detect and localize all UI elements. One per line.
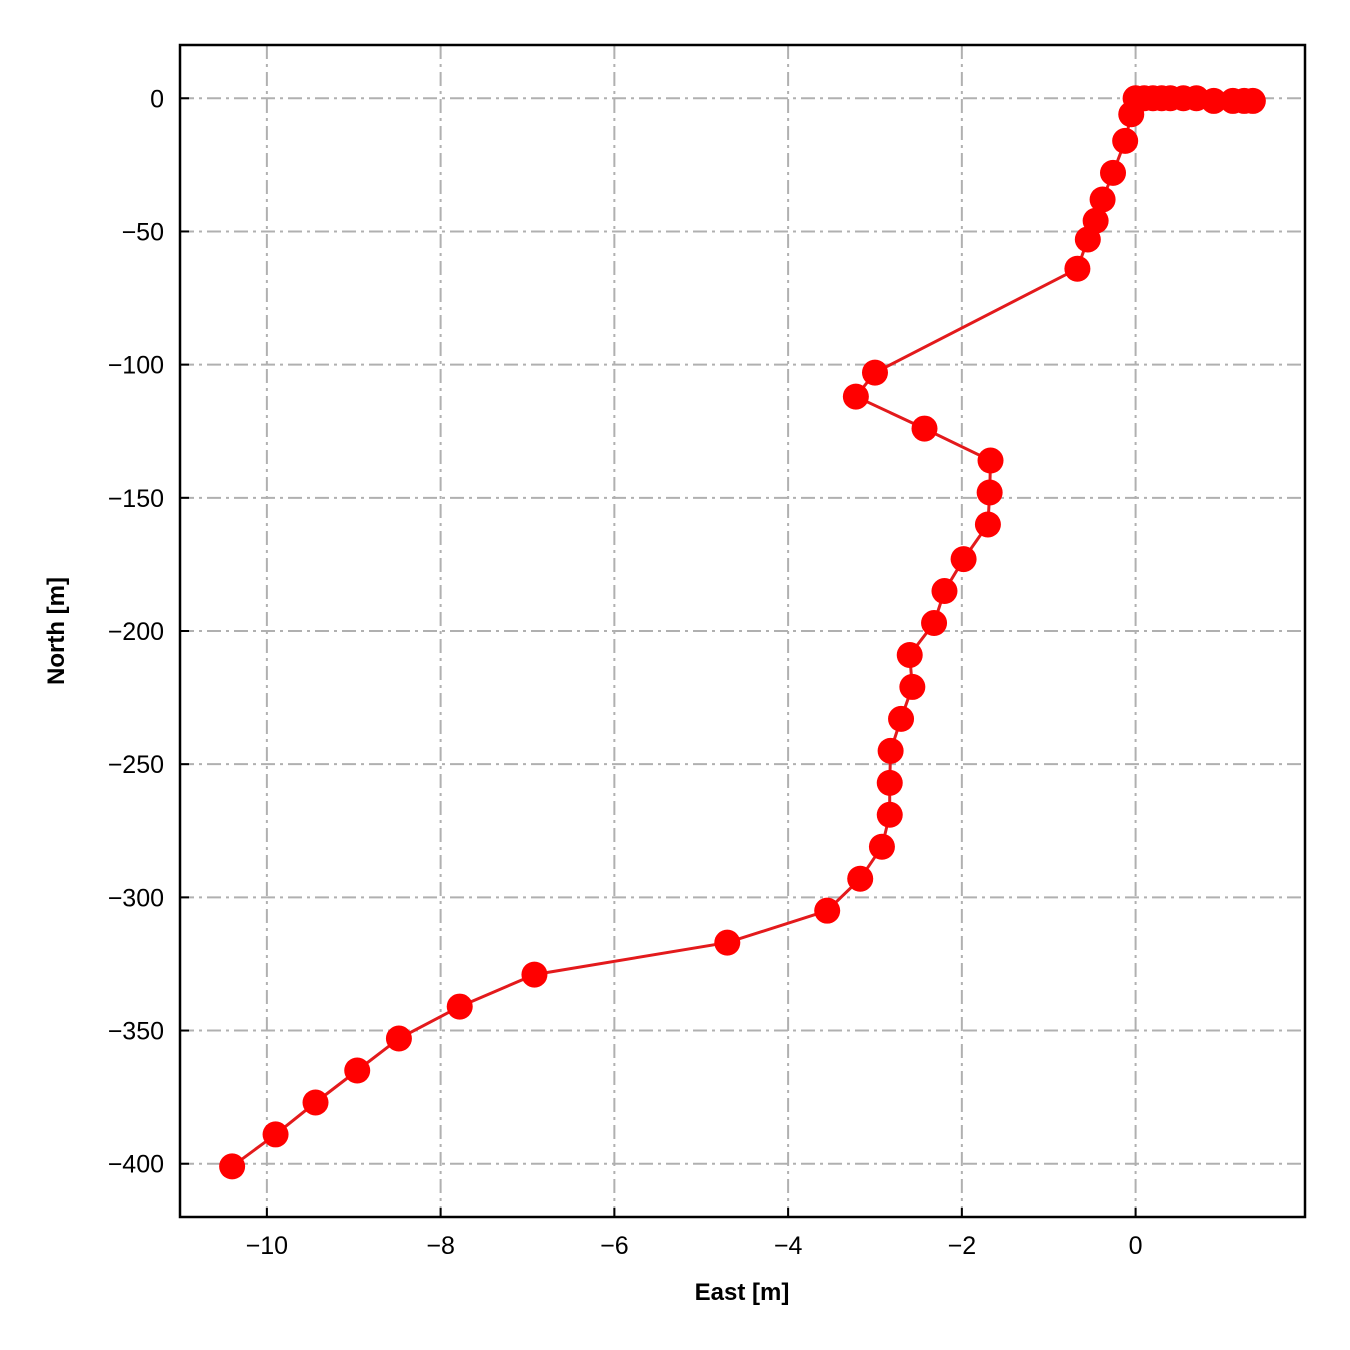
data-point (896, 641, 923, 668)
data-point (1100, 159, 1127, 186)
data-point (1112, 127, 1139, 154)
data-point (385, 1025, 412, 1052)
data-point (877, 737, 904, 764)
data-point (861, 359, 888, 386)
data-point (302, 1089, 329, 1116)
x-tick-label: −4 (774, 1232, 803, 1260)
y-axis-label: North [m] (43, 577, 70, 685)
data-point (899, 673, 926, 700)
ticks: −10 −8 −6 −4 −2 00−50−100−150−200−250−300−350… (108, 85, 1143, 1260)
y-tick-label: −150 (108, 485, 164, 513)
y-tick-label: 0 (150, 85, 164, 113)
data-point (931, 578, 958, 605)
y-tick-label: −50 (122, 218, 164, 246)
y-tick-label: −400 (108, 1151, 164, 1179)
x-tick-label: 0 (1129, 1232, 1143, 1260)
data-point (219, 1153, 246, 1180)
data-point (911, 415, 938, 442)
data-point (344, 1057, 371, 1084)
plot-frame (178, 43, 1307, 1219)
data-point (976, 479, 1003, 506)
data-point (876, 769, 903, 796)
data-point (974, 511, 1001, 538)
y-tick-label: −350 (108, 1018, 164, 1046)
x-tick-label: −10 (246, 1232, 288, 1260)
data-point (868, 833, 895, 860)
x-tick-label: −2 (948, 1232, 977, 1260)
y-tick-label: −250 (108, 751, 164, 779)
x-axis-label: East [m] (695, 1279, 790, 1306)
data-point (876, 801, 903, 828)
data-point (1074, 226, 1101, 253)
data-point (977, 447, 1004, 474)
y-tick-label: −100 (108, 352, 164, 380)
data-point (950, 546, 977, 573)
x-tick-label: −6 (600, 1232, 629, 1260)
series (219, 85, 1266, 1180)
y-tick-label: −300 (108, 884, 164, 912)
data-point (1089, 186, 1116, 213)
y-tick-label: −200 (108, 618, 164, 646)
data-point (921, 610, 948, 637)
data-point (521, 961, 548, 988)
data-point (1219, 87, 1246, 114)
data-point (888, 705, 915, 732)
data-point (714, 929, 741, 956)
data-point (847, 865, 874, 892)
data-point (1118, 101, 1145, 128)
data-point (842, 383, 869, 410)
grid (180, 45, 1305, 1217)
data-point (446, 993, 473, 1020)
x-tick-label: −8 (426, 1232, 455, 1260)
data-point (814, 897, 841, 924)
data-point (262, 1121, 289, 1148)
data-point (1064, 255, 1091, 282)
